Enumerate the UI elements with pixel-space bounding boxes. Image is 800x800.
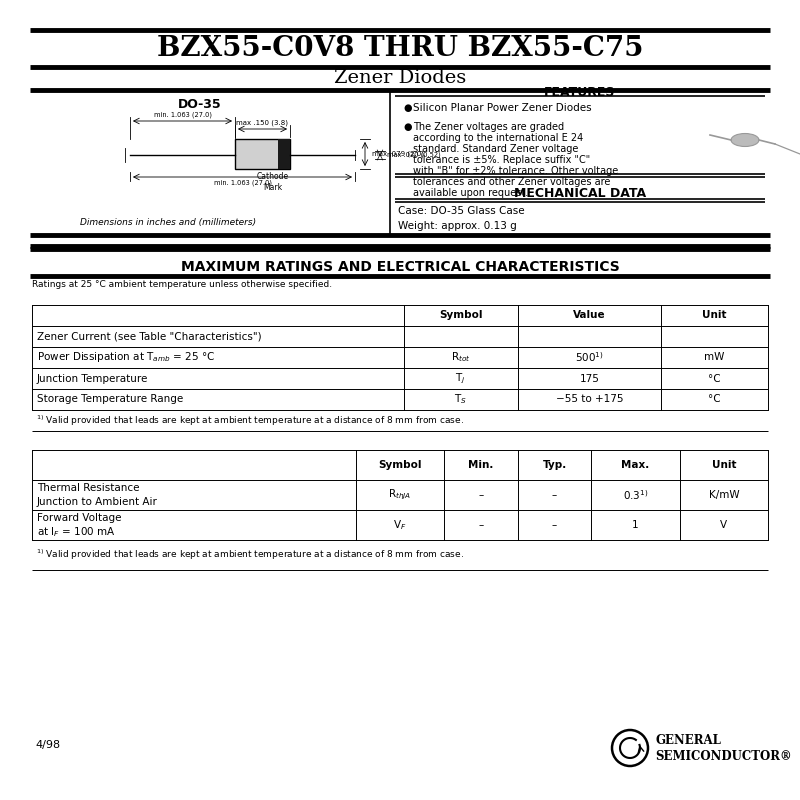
Text: Dimensions in inches and (millimeters): Dimensions in inches and (millimeters) (80, 218, 256, 227)
Text: standard. Standard Zener voltage: standard. Standard Zener voltage (413, 144, 578, 154)
Text: $^{1)}$ Valid provided that leads are kept at ambient temperature at a distance : $^{1)}$ Valid provided that leads are ke… (36, 548, 464, 562)
Text: Symbol: Symbol (439, 310, 482, 321)
Text: ●: ● (403, 122, 411, 132)
Text: Forward Voltage: Forward Voltage (37, 513, 122, 523)
Text: Ratings at 25 °C ambient temperature unless otherwise specified.: Ratings at 25 °C ambient temperature unl… (32, 280, 332, 289)
Text: mW: mW (705, 353, 725, 362)
Text: with "B" for ±2% tolerance. Other voltage: with "B" for ±2% tolerance. Other voltag… (413, 166, 618, 176)
Text: FEATURES: FEATURES (544, 86, 616, 99)
Text: Min.: Min. (468, 460, 494, 470)
Text: min. 1.063 (27.0): min. 1.063 (27.0) (154, 111, 211, 118)
Text: tolerance is ±5%. Replace suffix "C": tolerance is ±5%. Replace suffix "C" (413, 155, 590, 165)
Text: –: – (478, 490, 483, 500)
Text: available upon request.: available upon request. (413, 188, 528, 198)
Text: BZX55-C0V8 THRU BZX55-C75: BZX55-C0V8 THRU BZX55-C75 (157, 35, 643, 62)
Text: Cathode
Mark: Cathode Mark (257, 172, 289, 192)
Text: V: V (720, 520, 727, 530)
Ellipse shape (731, 134, 759, 146)
Text: GENERAL: GENERAL (655, 734, 721, 746)
Text: max .150 (3.8): max .150 (3.8) (237, 119, 289, 126)
Text: max .079 (2.0): max .079 (2.0) (372, 150, 424, 158)
Text: Storage Temperature Range: Storage Temperature Range (37, 394, 183, 405)
Text: DO-35: DO-35 (178, 98, 222, 111)
Text: 1: 1 (632, 520, 639, 530)
Text: °C: °C (708, 374, 721, 383)
Text: min. 1.063 (27.0): min. 1.063 (27.0) (214, 179, 271, 186)
Text: MECHANICAL DATA: MECHANICAL DATA (514, 187, 646, 200)
Text: T$_{S}$: T$_{S}$ (454, 393, 467, 406)
Text: ●: ● (403, 103, 411, 113)
Text: –: – (478, 520, 483, 530)
Text: at I$_{F}$ = 100 mA: at I$_{F}$ = 100 mA (37, 525, 116, 539)
Text: –: – (552, 520, 557, 530)
Text: The Zener voltages are graded: The Zener voltages are graded (413, 122, 564, 132)
Text: 175: 175 (579, 374, 599, 383)
Text: according to the international E 24: according to the international E 24 (413, 133, 583, 143)
Text: °C: °C (708, 394, 721, 405)
Text: Junction to Ambient Air: Junction to Ambient Air (37, 497, 158, 507)
Text: Zener Diodes: Zener Diodes (334, 69, 466, 87)
Text: −55 to +175: −55 to +175 (556, 394, 623, 405)
Text: max .020 (0.52): max .020 (0.52) (387, 152, 441, 158)
Text: 4/98: 4/98 (35, 740, 60, 750)
Text: Symbol: Symbol (378, 460, 422, 470)
Text: K/mW: K/mW (709, 490, 739, 500)
Text: Silicon Planar Power Zener Diodes: Silicon Planar Power Zener Diodes (413, 103, 592, 113)
Bar (278, 139, 290, 169)
Text: R$_{tot}$: R$_{tot}$ (451, 350, 470, 364)
Text: Power Dissipation at T$_{amb}$ = 25 °C: Power Dissipation at T$_{amb}$ = 25 °C (37, 350, 215, 365)
Text: T$_{j}$: T$_{j}$ (455, 371, 466, 386)
Text: Case: DO-35 Glass Case: Case: DO-35 Glass Case (398, 206, 525, 216)
Text: R$_{thJA}$: R$_{thJA}$ (388, 488, 412, 502)
Text: MAXIMUM RATINGS AND ELECTRICAL CHARACTERISTICS: MAXIMUM RATINGS AND ELECTRICAL CHARACTER… (181, 260, 619, 274)
Text: V$_{F}$: V$_{F}$ (394, 518, 406, 532)
Text: $^{1)}$ Valid provided that leads are kept at ambient temperature at a distance : $^{1)}$ Valid provided that leads are ke… (36, 414, 464, 428)
Text: Junction Temperature: Junction Temperature (37, 374, 148, 383)
Text: –: – (552, 490, 557, 500)
Text: 500$^{1)}$: 500$^{1)}$ (575, 350, 604, 364)
Text: 0.3$^{1)}$: 0.3$^{1)}$ (623, 488, 648, 502)
Text: Typ.: Typ. (542, 460, 566, 470)
Text: Max.: Max. (622, 460, 650, 470)
Text: Value: Value (574, 310, 606, 321)
Text: Weight: approx. 0.13 g: Weight: approx. 0.13 g (398, 221, 517, 231)
Text: Thermal Resistance: Thermal Resistance (37, 483, 139, 493)
Text: Unit: Unit (702, 310, 727, 321)
Text: Unit: Unit (711, 460, 736, 470)
Text: SEMICONDUCTOR®: SEMICONDUCTOR® (655, 750, 792, 762)
Text: tolerances and other Zener voltages are: tolerances and other Zener voltages are (413, 177, 610, 187)
Text: Zener Current (see Table "Characteristics"): Zener Current (see Table "Characteristic… (37, 331, 262, 342)
Bar (235, 139, 290, 169)
